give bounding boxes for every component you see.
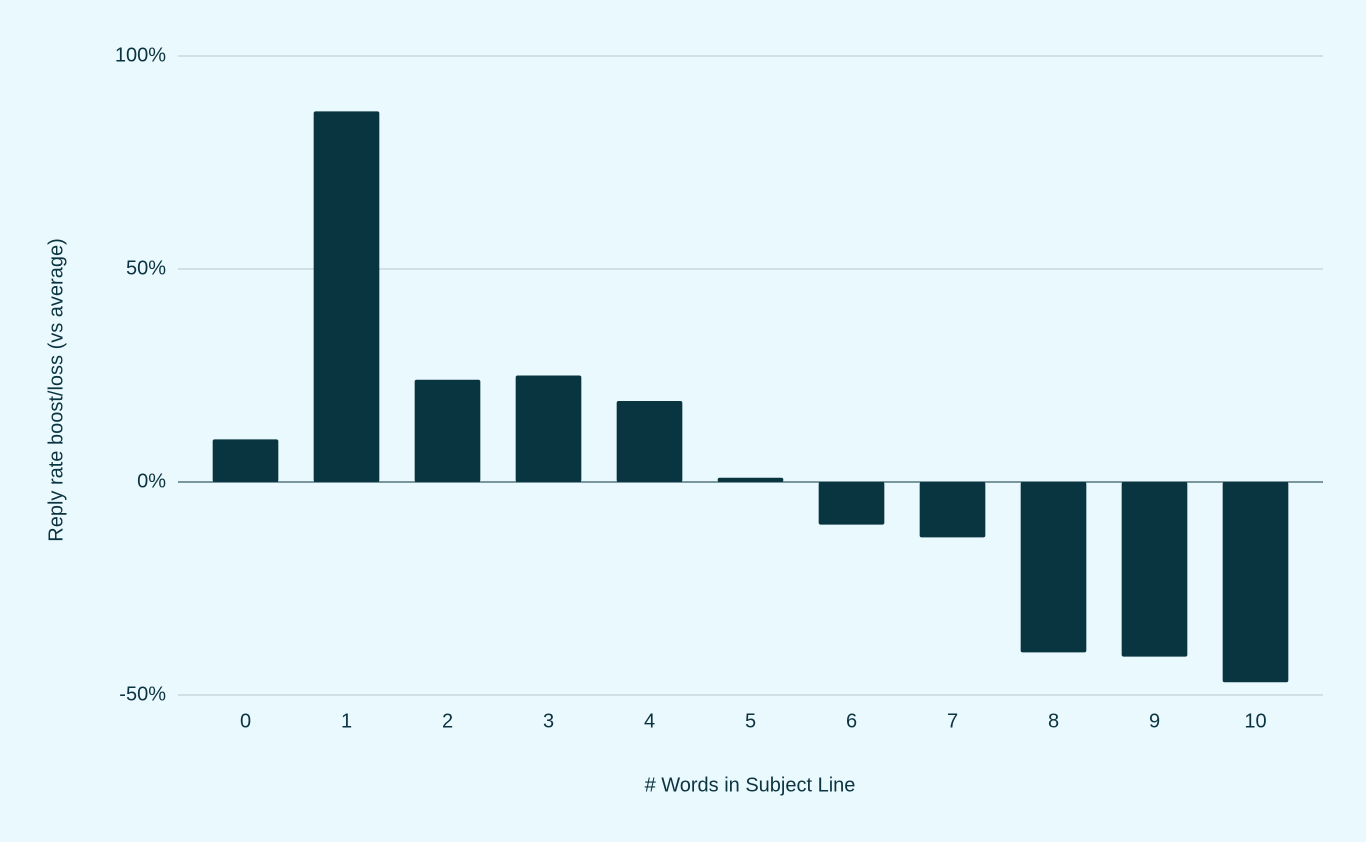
y-tick-label: 50% xyxy=(126,257,166,279)
y-axis-title: Reply rate boost/loss (vs average) xyxy=(45,238,67,541)
x-tick-label: 3 xyxy=(543,710,554,732)
x-axis-title: # Words in Subject Line xyxy=(645,774,856,796)
bar xyxy=(515,375,582,482)
x-tick-label: 0 xyxy=(240,710,251,732)
bar xyxy=(313,111,380,482)
bar xyxy=(717,477,784,482)
y-tick-label: 0% xyxy=(137,470,166,492)
x-tick-label: 10 xyxy=(1244,710,1266,732)
bar xyxy=(1121,482,1188,657)
bar xyxy=(212,439,279,482)
x-tick-label: 1 xyxy=(341,710,352,732)
y-tick-label: 100% xyxy=(115,44,166,66)
bar xyxy=(616,401,683,482)
y-tick-label: -50% xyxy=(119,683,166,705)
x-tick-label: 5 xyxy=(745,710,756,732)
x-tick-label: 9 xyxy=(1149,710,1160,732)
bar xyxy=(1222,482,1289,683)
bar xyxy=(414,379,481,482)
x-tick-label: 8 xyxy=(1048,710,1059,732)
x-tick-label: 7 xyxy=(947,710,958,732)
bar xyxy=(1020,482,1087,653)
x-tick-label: 4 xyxy=(644,710,655,732)
bar xyxy=(919,482,986,538)
x-tick-label: 2 xyxy=(442,710,453,732)
x-tick-label: 6 xyxy=(846,710,857,732)
bar xyxy=(818,482,885,525)
